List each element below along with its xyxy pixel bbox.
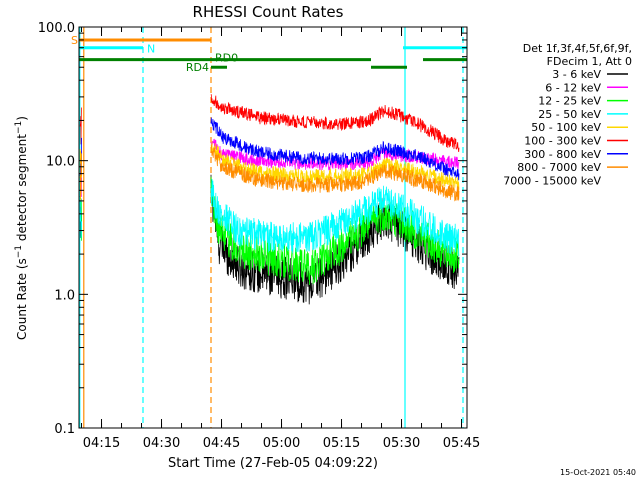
series-line-5 bbox=[210, 94, 460, 153]
legend-header-decimation: FDecim 1, Att 0 bbox=[547, 55, 632, 68]
legend-label: 7000 - 15000 keV bbox=[503, 174, 601, 187]
chart-title: RHESSI Count Rates bbox=[193, 3, 344, 21]
legend-label: 800 - 7000 keV bbox=[517, 161, 601, 174]
legend-label: 6 - 12 keV bbox=[545, 81, 601, 94]
footer-date: 15-Oct-2021 05:40 bbox=[560, 468, 636, 477]
x-tick-label: 04:45 bbox=[203, 436, 240, 451]
y-tick-label: 1.0 bbox=[54, 288, 75, 303]
state-annotations: S N RD0 RD4 bbox=[71, 34, 467, 74]
series-line-1 bbox=[210, 138, 460, 171]
series-line-4 bbox=[210, 141, 460, 192]
y-tick-label: 100.0 bbox=[38, 21, 75, 36]
legend-label: 25 - 50 keV bbox=[538, 108, 601, 121]
annotation-label: N bbox=[147, 43, 155, 56]
legend-label: 300 - 800 keV bbox=[524, 148, 601, 161]
series-start-segment-3 bbox=[79, 199, 82, 238]
legend-label: 100 - 300 keV bbox=[524, 135, 601, 148]
series-line-7 bbox=[210, 144, 460, 202]
x-tick-label: 05:00 bbox=[263, 436, 300, 451]
y-axis-ticks: 0.1 1.0 10.0 100.0 bbox=[38, 21, 467, 437]
annotation-label: S bbox=[71, 34, 78, 47]
x-tick-label: 04:30 bbox=[143, 436, 180, 451]
plot-frame bbox=[78, 26, 468, 429]
x-tick-label: 04:15 bbox=[83, 436, 120, 451]
x-axis-label: Start Time (27-Feb-05 04:09:22) bbox=[168, 456, 378, 471]
series-line-3 bbox=[210, 178, 460, 257]
annotation-label: RD0 bbox=[215, 52, 238, 65]
x-tick-label: 05:15 bbox=[323, 436, 360, 451]
legend-header-detectors: Det 1f,3f,4f,5f,6f,9f, bbox=[523, 42, 632, 55]
y-tick-label: 10.0 bbox=[46, 155, 75, 170]
series-line-0 bbox=[210, 174, 460, 305]
legend-label: 50 - 100 keV bbox=[531, 121, 601, 134]
legend-label: 12 - 25 keV bbox=[538, 95, 601, 108]
series-line-6 bbox=[210, 117, 460, 181]
x-tick-label: 05:30 bbox=[383, 436, 420, 451]
series-start-segment-7 bbox=[79, 153, 82, 197]
legend-label: 3 - 6 keV bbox=[552, 68, 601, 81]
series-lines bbox=[79, 94, 460, 305]
annotation-label: RD4 bbox=[186, 61, 209, 74]
series-start-segment-5 bbox=[79, 107, 82, 145]
x-axis-ticks: 04:15 04:30 04:45 05:00 05:15 05:30 05:45 bbox=[81, 27, 480, 451]
x-tick-label: 05:45 bbox=[443, 436, 480, 451]
y-axis-label: Count Rate (s−1 detector segment−1) bbox=[14, 116, 29, 340]
y-tick-label: 0.1 bbox=[54, 422, 75, 437]
